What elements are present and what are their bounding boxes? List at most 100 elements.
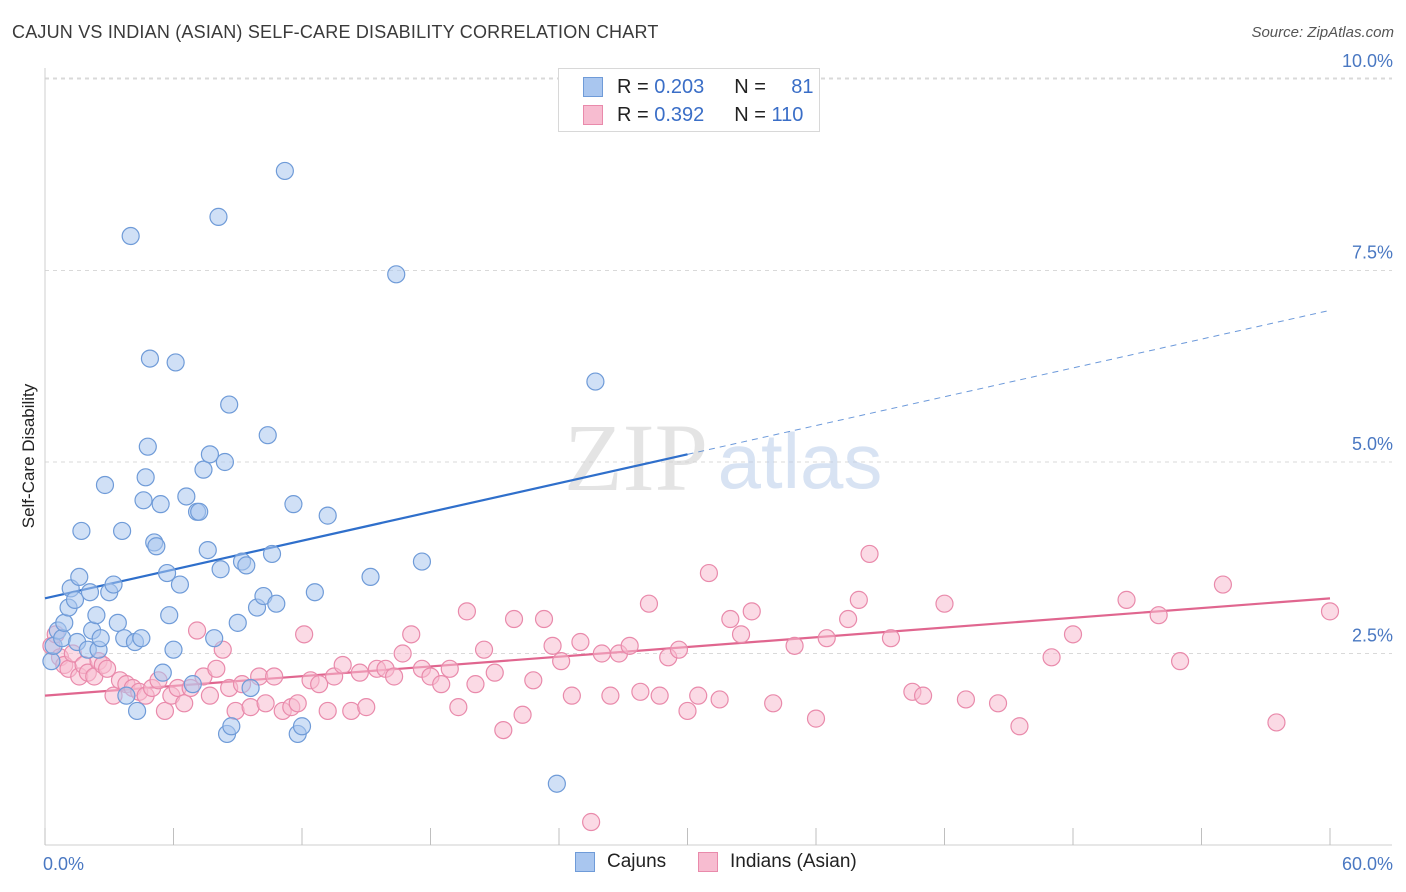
indian-point bbox=[620, 636, 639, 655]
indian-point bbox=[935, 594, 954, 613]
cajun-point bbox=[132, 629, 151, 648]
cajun-point bbox=[112, 521, 132, 541]
indian-point bbox=[785, 636, 804, 655]
cajun-point bbox=[95, 475, 115, 495]
indian-point bbox=[639, 594, 659, 613]
cajun-point bbox=[547, 774, 566, 793]
x-tick-label: 60.0% bbox=[1342, 854, 1393, 874]
data-points bbox=[42, 161, 1340, 832]
cajun-point bbox=[104, 575, 123, 594]
cajun-point bbox=[267, 594, 286, 613]
indian-point bbox=[466, 675, 485, 694]
x-tick-label: 0.0% bbox=[43, 854, 84, 874]
indian-point bbox=[474, 640, 494, 659]
legend-r-value: 0.203 bbox=[654, 75, 705, 98]
legend-n-value: 81 bbox=[791, 75, 814, 98]
cajun-point bbox=[80, 583, 100, 602]
cajun-point bbox=[138, 437, 157, 456]
cajun-point bbox=[65, 590, 85, 609]
indian-point bbox=[721, 609, 740, 629]
cajun-point bbox=[305, 583, 324, 602]
legend-label-cajuns: Cajuns bbox=[607, 851, 667, 872]
cajun-point bbox=[262, 544, 282, 564]
cajun-point bbox=[228, 613, 247, 632]
legend-item-indians[interactable]: Indians (Asian) bbox=[698, 851, 857, 873]
indian-point bbox=[256, 694, 275, 713]
indian-point bbox=[1010, 717, 1029, 736]
cajun-point bbox=[215, 452, 234, 472]
chart-title: CAJUN VS INDIAN (ASIAN) SELF-CARE DISABI… bbox=[12, 22, 659, 42]
indian-point bbox=[552, 652, 571, 671]
cajun-point bbox=[70, 567, 89, 587]
indian-point bbox=[582, 812, 601, 832]
indian-point bbox=[333, 655, 352, 675]
cajun-point bbox=[53, 629, 72, 648]
indian-point bbox=[678, 701, 697, 721]
cajun-point bbox=[108, 613, 127, 632]
cajun-point bbox=[222, 717, 241, 736]
indian-point bbox=[1149, 606, 1168, 625]
indian-point bbox=[175, 694, 194, 713]
indian-point bbox=[534, 609, 554, 629]
watermark-atlas: atlas bbox=[718, 417, 883, 505]
cajun-point bbox=[160, 606, 179, 625]
cajun-point bbox=[361, 567, 380, 587]
indian-point bbox=[485, 663, 504, 682]
indian-point bbox=[849, 590, 868, 609]
indian-point bbox=[806, 709, 826, 728]
axes bbox=[44, 68, 1392, 846]
stats-legend: R = 0.203 N = 81 R = 0.392 N = 110 bbox=[558, 68, 820, 132]
axis-labels: 2.5% 5.0% 7.5% 10.0% 0.0% 60.0% Self-Care Disa… bbox=[19, 51, 1393, 874]
series-legend: Cajuns Indians (Asian) bbox=[0, 851, 1406, 877]
legend-label-indians: Indians (Asian) bbox=[730, 851, 857, 872]
indian-point bbox=[699, 563, 719, 583]
indian-point bbox=[449, 698, 468, 717]
legend-row-indians: R = 0.392 N = 110 bbox=[583, 103, 814, 127]
indian-point bbox=[207, 659, 226, 678]
legend-swatch-indians bbox=[583, 105, 603, 125]
cajun-point bbox=[205, 629, 224, 648]
cajun-point bbox=[412, 552, 432, 571]
indian-point bbox=[764, 694, 783, 713]
indian-point bbox=[1320, 602, 1340, 621]
cajun-point bbox=[284, 495, 303, 514]
indian-point bbox=[731, 625, 751, 644]
indian-point bbox=[601, 686, 620, 705]
cajun-point bbox=[237, 556, 256, 575]
cajun-point bbox=[177, 487, 196, 506]
watermark: ZIP atlas bbox=[564, 404, 882, 511]
indian-point bbox=[1267, 713, 1286, 732]
cajun-point bbox=[190, 502, 209, 521]
legend-n-label: N = bbox=[734, 75, 772, 98]
indian-point bbox=[817, 629, 836, 648]
indian-point bbox=[440, 659, 459, 678]
cajun-point bbox=[586, 372, 605, 391]
legend-item-cajuns[interactable]: Cajuns bbox=[575, 851, 666, 873]
indian-point bbox=[384, 667, 404, 686]
indian-point bbox=[342, 701, 361, 721]
legend-r-value: 0.392 bbox=[654, 103, 705, 126]
cajun-point bbox=[292, 717, 312, 736]
cajun-point bbox=[121, 226, 140, 246]
legend-r-label: R = bbox=[617, 103, 655, 126]
y-tick-label: 7.5% bbox=[1352, 243, 1393, 263]
indian-point bbox=[562, 686, 581, 705]
indian-point bbox=[265, 667, 284, 686]
cajun-point bbox=[153, 663, 172, 682]
indian-point bbox=[318, 701, 337, 721]
indian-point bbox=[571, 632, 590, 652]
indian-point bbox=[241, 698, 260, 717]
indian-point bbox=[956, 690, 976, 709]
indian-point bbox=[1063, 625, 1083, 644]
cajun-point bbox=[275, 161, 294, 181]
indian-point bbox=[524, 671, 543, 690]
indian-point bbox=[504, 609, 524, 629]
indian-point bbox=[310, 675, 329, 694]
indian-point bbox=[402, 625, 421, 644]
cajun-point bbox=[211, 560, 230, 579]
cajun-point bbox=[157, 563, 177, 583]
indian-point bbox=[1170, 652, 1190, 671]
cajun-trend-extension bbox=[687, 309, 1331, 455]
cajun-point bbox=[198, 540, 217, 560]
